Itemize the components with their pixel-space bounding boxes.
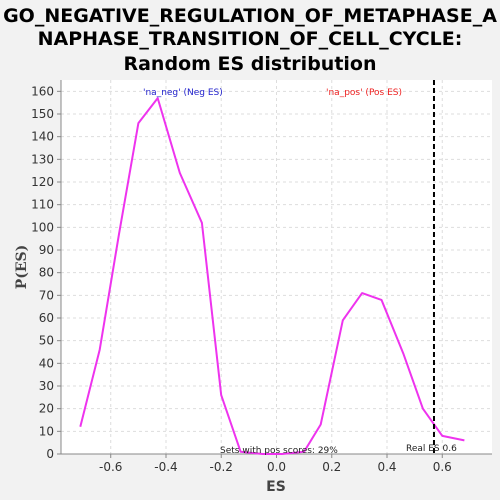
real-es-label: Real ES 0.6 <box>406 444 457 454</box>
y-tick-label: 30 <box>39 379 54 393</box>
x-tick-label: -0.2 <box>210 460 233 474</box>
y-tick-label: 100 <box>31 220 54 234</box>
y-tick-label: 40 <box>39 356 54 370</box>
legend-neg-label: 'na_neg' (Neg ES) <box>143 88 223 98</box>
chart-title-line: GO_NEGATIVE_REGULATION_OF_METAPHASE_A <box>3 5 497 27</box>
y-tick-label: 90 <box>39 243 54 257</box>
x-tick-label: -0.4 <box>154 460 177 474</box>
x-tick-label: 0.4 <box>377 460 396 474</box>
y-tick-label: 160 <box>31 84 54 98</box>
y-tick-label: 10 <box>39 424 54 438</box>
x-tick-label: 0.6 <box>433 460 452 474</box>
x-tick-label: 0.2 <box>322 460 341 474</box>
pos-scores-annotation: Sets with pos scores: 29% <box>220 446 338 456</box>
y-tick-label: 110 <box>31 198 54 212</box>
y-tick-label: 120 <box>31 175 54 189</box>
legend-pos-label: 'na_pos' (Pos ES) <box>326 88 402 98</box>
y-axis-label: P(ES) <box>14 245 30 290</box>
y-tick-label: 130 <box>31 152 54 166</box>
x-axis-label: ES <box>266 479 286 495</box>
x-tick-label: -0.6 <box>99 460 122 474</box>
chart-title-line: Random ES distribution <box>123 53 376 75</box>
series-line <box>79 97 465 455</box>
y-tick-label: 80 <box>39 266 54 280</box>
y-tick-label: 60 <box>39 311 54 325</box>
y-tick-label: 50 <box>39 334 54 348</box>
y-tick-label: 0 <box>46 447 54 461</box>
chart-title-line: NAPHASE_TRANSITION_OF_CELL_CYCLE: <box>38 28 463 50</box>
x-tick-label: 0.0 <box>267 460 286 474</box>
y-tick-label: 70 <box>39 288 54 302</box>
y-tick-label: 140 <box>31 130 54 144</box>
y-tick-label: 150 <box>31 107 54 121</box>
y-tick-label: 20 <box>39 402 54 416</box>
